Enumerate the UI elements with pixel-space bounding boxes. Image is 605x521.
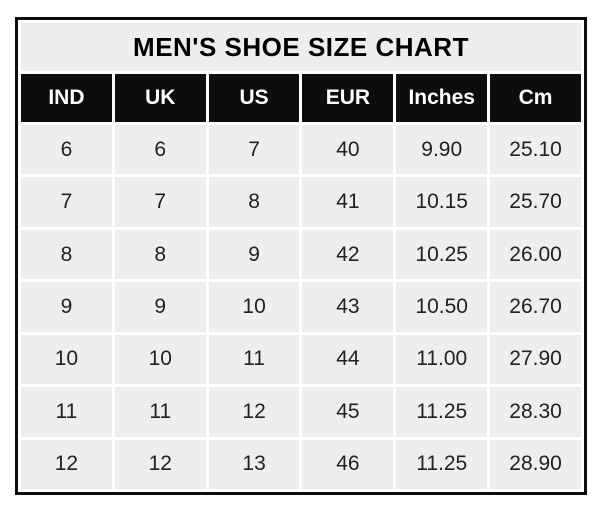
size-table: MEN'S SHOE SIZE CHART IND UK US EUR Inches Cm… (18, 20, 584, 492)
table-cell: 10.15 (396, 177, 488, 227)
column-header-inches: Inches (396, 74, 488, 122)
table-head: MEN'S SHOE SIZE CHART IND UK US EUR Inches Cm (21, 23, 581, 122)
table-cell: 8 (114, 229, 206, 280)
table-cell: 7 (208, 125, 300, 175)
table-row: 11 11 12 45 11.25 28.30 (21, 387, 581, 437)
table-cell: 7 (114, 177, 206, 227)
table-cell: 28.90 (490, 439, 581, 489)
table-cell: 10 (21, 334, 112, 385)
table-cell: 10 (208, 282, 300, 332)
table-cell: 46 (302, 439, 394, 489)
table-cell: 26.70 (490, 282, 581, 332)
table-row: 9 9 10 43 10.50 26.70 (21, 282, 581, 332)
table-body: 6 6 7 40 9.90 25.10 7 7 8 41 10.15 25.70 8 8 9 42 10.25 2… (21, 125, 581, 489)
table-cell: 25.10 (490, 125, 581, 175)
table-cell: 6 (21, 125, 112, 175)
table-cell: 12 (208, 387, 300, 437)
table-cell: 40 (302, 125, 394, 175)
table-cell: 10 (114, 334, 206, 385)
column-header-eur: EUR (302, 74, 394, 122)
table-cell: 43 (302, 282, 394, 332)
table-cell: 9.90 (396, 125, 488, 175)
table-cell: 12 (21, 439, 112, 489)
table-cell: 9 (21, 282, 112, 332)
title-row: MEN'S SHOE SIZE CHART (21, 23, 581, 71)
table-cell: 45 (302, 387, 394, 437)
table-cell: 12 (114, 439, 206, 489)
table-cell: 44 (302, 334, 394, 385)
table-cell: 11 (21, 387, 112, 437)
table-cell: 11.25 (396, 439, 488, 489)
column-header-ind: IND (21, 74, 112, 122)
table-cell: 7 (21, 177, 112, 227)
table-cell: 25.70 (490, 177, 581, 227)
table-cell: 11.00 (396, 334, 488, 385)
table-cell: 13 (208, 439, 300, 489)
table-cell: 11 (114, 387, 206, 437)
table-cell: 11.25 (396, 387, 488, 437)
table-cell: 8 (208, 177, 300, 227)
table-cell: 8 (21, 229, 112, 280)
table-cell: 28.30 (490, 387, 581, 437)
table-cell: 10.50 (396, 282, 488, 332)
table-cell: 6 (114, 125, 206, 175)
table-row: 12 12 13 46 11.25 28.90 (21, 439, 581, 489)
table-row: 6 6 7 40 9.90 25.10 (21, 125, 581, 175)
table-cell: 42 (302, 229, 394, 280)
chart-title: MEN'S SHOE SIZE CHART (21, 23, 581, 71)
column-header-uk: UK (114, 74, 206, 122)
table-row: 7 7 8 41 10.15 25.70 (21, 177, 581, 227)
table-cell: 26.00 (490, 229, 581, 280)
column-header-us: US (208, 74, 300, 122)
table-row: 8 8 9 42 10.25 26.00 (21, 229, 581, 280)
shoe-size-chart: MEN'S SHOE SIZE CHART IND UK US EUR Inches Cm… (15, 17, 587, 495)
table-cell: 9 (114, 282, 206, 332)
table-cell: 27.90 (490, 334, 581, 385)
table-row: 10 10 11 44 11.00 27.90 (21, 334, 581, 385)
table-cell: 9 (208, 229, 300, 280)
column-header-cm: Cm (490, 74, 581, 122)
table-cell: 10.25 (396, 229, 488, 280)
table-cell: 41 (302, 177, 394, 227)
column-header-row: IND UK US EUR Inches Cm (21, 74, 581, 122)
table-cell: 11 (208, 334, 300, 385)
